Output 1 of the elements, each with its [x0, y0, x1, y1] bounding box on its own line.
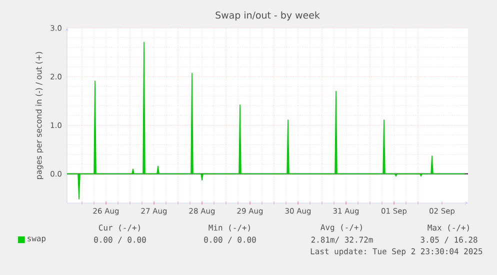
- chart-title: Swap in/out - by week: [216, 11, 320, 20]
